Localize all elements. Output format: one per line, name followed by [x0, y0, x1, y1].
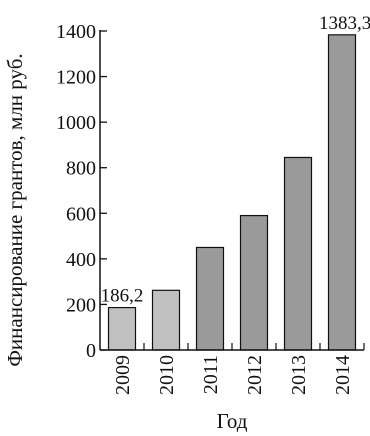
- x-axis-ticks: 2009 2010 2011 2012 2013 2014: [112, 343, 365, 395]
- y-tick-label: 1000: [56, 112, 96, 134]
- y-tick-label: 1200: [56, 67, 96, 89]
- data-label-2014: 1383,3: [319, 13, 370, 34]
- x-tick-label-2012: 2012: [244, 355, 266, 395]
- x-tick-label-2009: 2009: [112, 355, 134, 395]
- bar-2009: [107, 306, 137, 351]
- bar-2010: [151, 289, 181, 351]
- y-tick-label: 1400: [56, 21, 96, 43]
- data-labels: 186,2 1383,3: [101, 13, 370, 307]
- bar-2014: [327, 34, 357, 351]
- y-tick-label: 400: [66, 249, 96, 271]
- bar-2012: [239, 214, 269, 351]
- y-axis-ticks: 0 200 400 600 800 1000 1200 1400: [56, 21, 107, 362]
- y-tick-label: 800: [66, 158, 96, 180]
- bar-2013: [283, 156, 313, 351]
- y-axis-label: Финансирование грантов, млн руб.: [3, 53, 27, 366]
- data-label-2009: 186,2: [101, 286, 144, 307]
- x-axis-label: Год: [217, 409, 248, 433]
- x-tick-label-2013: 2013: [288, 355, 310, 395]
- y-tick-label: 600: [66, 203, 96, 225]
- y-tick-label: 0: [86, 340, 96, 362]
- x-tick-label-2011: 2011: [200, 355, 222, 394]
- bars: [107, 34, 357, 351]
- y-tick-label: 200: [66, 294, 96, 316]
- bar-2011: [195, 246, 225, 351]
- x-tick-label-2010: 2010: [156, 355, 178, 395]
- x-tick-label-2014: 2014: [332, 355, 354, 395]
